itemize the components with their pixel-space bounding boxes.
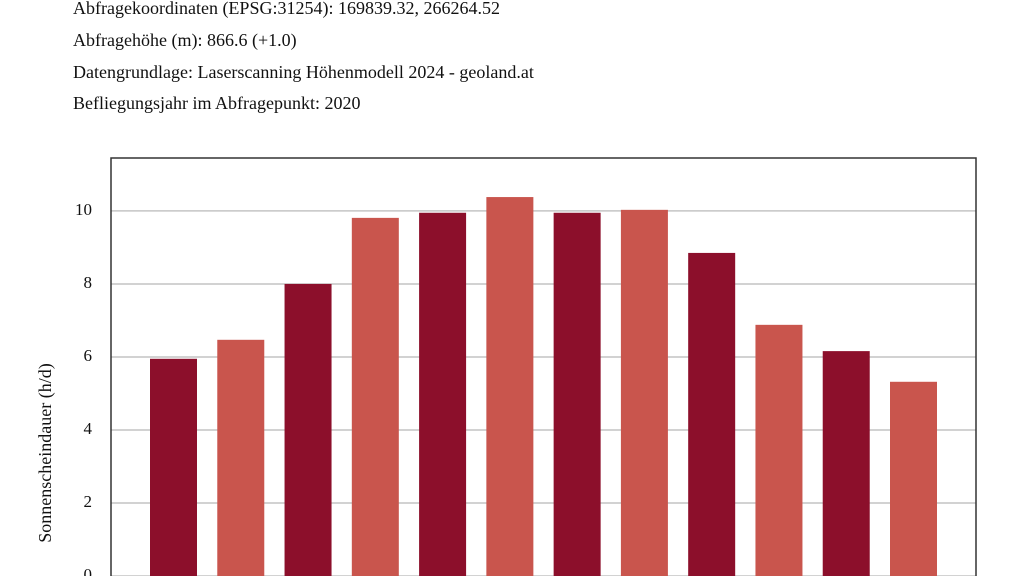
bar bbox=[419, 212, 467, 576]
y-tick-label: 6 bbox=[84, 346, 93, 365]
y-tick-label: 2 bbox=[84, 492, 93, 511]
info-line: Abfragehöhe (m): 866.6 (+1.0) bbox=[73, 30, 297, 51]
bar bbox=[755, 324, 803, 576]
bar bbox=[620, 209, 668, 576]
plot-frame bbox=[110, 157, 977, 576]
y-tick-label: 10 bbox=[75, 200, 92, 219]
y-axis-label: Sonnenscheindauer (h/d) bbox=[35, 363, 56, 542]
bar bbox=[150, 358, 197, 576]
bar bbox=[688, 252, 736, 576]
info-line: Abfragekoordinaten (EPSG:31254): 169839.… bbox=[73, 0, 500, 19]
y-tick-label: 4 bbox=[84, 419, 93, 438]
info-line: Befliegungsjahr im Abfragepunkt: 2020 bbox=[73, 93, 360, 113]
bar bbox=[217, 339, 265, 576]
bar bbox=[486, 197, 534, 576]
info-line: Datengrundlage: Laserscanning Höhenmodel… bbox=[73, 62, 534, 82]
y-tick-label: 8 bbox=[84, 273, 93, 292]
bar bbox=[553, 212, 601, 576]
y-tick-label: 0 bbox=[84, 565, 93, 576]
bar bbox=[890, 381, 937, 576]
bar bbox=[351, 217, 399, 576]
bar bbox=[822, 351, 870, 576]
bar bbox=[284, 283, 332, 576]
